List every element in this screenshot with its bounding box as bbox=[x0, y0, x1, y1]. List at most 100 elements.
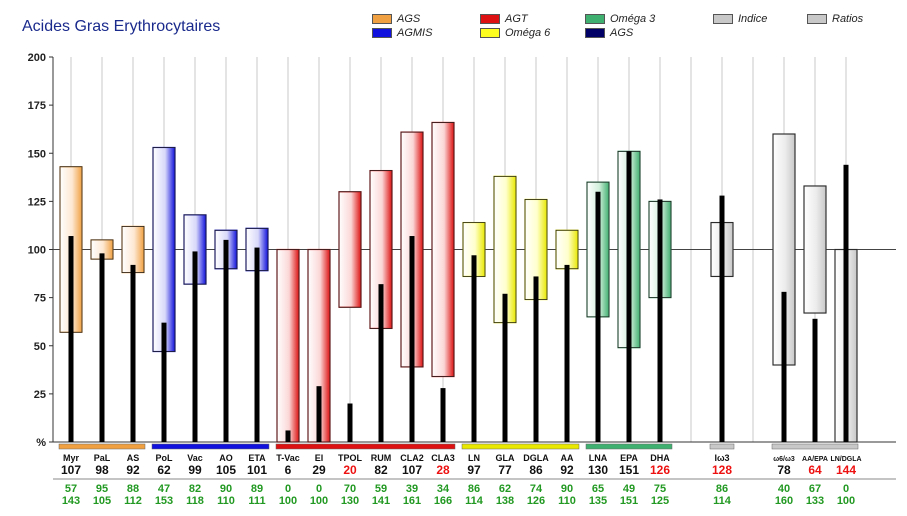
range-high-label: 166 bbox=[434, 495, 452, 507]
data-label: 99 bbox=[188, 463, 202, 477]
range-box bbox=[276, 248, 300, 443]
range-high-label: 110 bbox=[217, 495, 235, 507]
value-bar bbox=[285, 430, 291, 442]
value-bar bbox=[812, 318, 818, 442]
value-bar bbox=[68, 236, 74, 442]
legend-item-omega3: Oméga 3 bbox=[585, 13, 655, 25]
legend-swatch-ratios bbox=[807, 14, 827, 25]
group-band bbox=[585, 443, 673, 450]
value-bar bbox=[223, 239, 229, 442]
range-box-outline bbox=[338, 191, 362, 308]
range-low-label: 62 bbox=[499, 483, 511, 495]
data-label: 28 bbox=[436, 463, 450, 477]
range-high-label: 118 bbox=[186, 495, 204, 507]
data-label: 86 bbox=[529, 463, 543, 477]
range-low-label: 57 bbox=[65, 483, 77, 495]
y-tick-label: 25 bbox=[34, 389, 46, 401]
range-high-label: 161 bbox=[403, 495, 421, 507]
legend-label: Ratios bbox=[832, 13, 864, 25]
x-tick-label: Vac bbox=[187, 453, 203, 463]
range-high-label: 114 bbox=[465, 495, 484, 507]
x-tick-label: El bbox=[315, 453, 324, 463]
group-band bbox=[771, 443, 859, 450]
value-bar bbox=[657, 199, 663, 442]
group-band bbox=[58, 443, 146, 450]
x-tick-label: RUM bbox=[371, 453, 392, 463]
x-tick-label: Myr bbox=[63, 453, 80, 463]
range-low-label: 88 bbox=[127, 483, 139, 495]
range-low-label: 47 bbox=[158, 483, 170, 495]
x-tick-label: T-Vac bbox=[276, 453, 300, 463]
data-label: 29 bbox=[312, 463, 326, 477]
range-high-label: 100 bbox=[279, 495, 297, 507]
data-label: 6 bbox=[285, 463, 292, 477]
range-high-label: 105 bbox=[93, 495, 111, 507]
data-label: 144 bbox=[836, 463, 856, 477]
y-tick-label: 200 bbox=[28, 52, 46, 64]
value-bar bbox=[564, 264, 570, 442]
chart-title: Acides Gras Erythrocytaires bbox=[22, 18, 221, 35]
data-label: 64 bbox=[808, 463, 822, 477]
value-bar bbox=[192, 251, 198, 442]
x-tick-label: PoL bbox=[156, 453, 174, 463]
range-high-label: 110 bbox=[558, 495, 576, 507]
y-tick-label: 125 bbox=[28, 196, 46, 208]
range-low-label: 90 bbox=[561, 483, 573, 495]
x-tick-label: DHA bbox=[650, 453, 670, 463]
legend-label: Oméga 6 bbox=[505, 27, 551, 39]
y-tick-label: % bbox=[36, 437, 46, 449]
data-label: 126 bbox=[650, 463, 670, 477]
data-label: 101 bbox=[247, 463, 267, 477]
data-label: 62 bbox=[157, 463, 171, 477]
range-low-label: 82 bbox=[189, 483, 201, 495]
legend-swatch-ags-dark bbox=[585, 28, 605, 39]
legend-item-indice: Indice bbox=[713, 13, 767, 25]
range-low-label: 90 bbox=[220, 483, 232, 495]
legend-label: AGT bbox=[505, 13, 528, 25]
data-label: 107 bbox=[402, 463, 422, 477]
range-high-label: 138 bbox=[496, 495, 514, 507]
value-bar bbox=[316, 386, 322, 442]
value-bar bbox=[626, 151, 632, 442]
range-low-label: 86 bbox=[716, 483, 728, 495]
range-low-label: 40 bbox=[778, 483, 790, 495]
range-low-label: 34 bbox=[437, 483, 450, 495]
legend-item-omega6: Oméga 6 bbox=[480, 27, 550, 39]
data-label: 92 bbox=[560, 463, 574, 477]
range-box bbox=[431, 121, 455, 378]
value-bar bbox=[595, 191, 601, 442]
legend-label: AGMIS bbox=[397, 27, 433, 39]
range-high-label: 100 bbox=[310, 495, 328, 507]
legend-swatch-agt bbox=[480, 14, 500, 25]
legend-label: AGS bbox=[610, 27, 634, 39]
range-high-label: 125 bbox=[651, 495, 669, 507]
x-tick-label: LN bbox=[468, 453, 480, 463]
x-tick-label: Iω3 bbox=[714, 453, 729, 463]
value-bar bbox=[347, 403, 353, 442]
value-bar bbox=[378, 284, 384, 442]
y-tick-label: 150 bbox=[28, 148, 46, 160]
value-bar bbox=[161, 322, 167, 442]
range-low-label: 74 bbox=[530, 483, 543, 495]
data-label: 20 bbox=[343, 463, 357, 477]
x-tick-label: DGLA bbox=[523, 453, 549, 463]
value-bar bbox=[471, 255, 477, 442]
value-bar bbox=[99, 253, 105, 442]
value-bar bbox=[502, 293, 508, 442]
value-bar bbox=[843, 164, 849, 443]
data-label: 105 bbox=[216, 463, 236, 477]
range-box-outline bbox=[803, 185, 827, 314]
range-low-label: 0 bbox=[843, 483, 849, 495]
range-box bbox=[803, 185, 827, 314]
range-high-label: 141 bbox=[372, 495, 390, 507]
range-high-label: 126 bbox=[527, 495, 545, 507]
x-tick-label: CLA3 bbox=[431, 453, 455, 463]
value-bar bbox=[130, 264, 136, 442]
range-high-label: 114 bbox=[713, 495, 732, 507]
range-box bbox=[338, 191, 362, 308]
x-tick-label: LN/DGLA bbox=[830, 456, 861, 463]
x-tick-label: ETA bbox=[248, 453, 266, 463]
x-tick-label: AO bbox=[219, 453, 233, 463]
legend-swatch-omega3 bbox=[585, 14, 605, 25]
